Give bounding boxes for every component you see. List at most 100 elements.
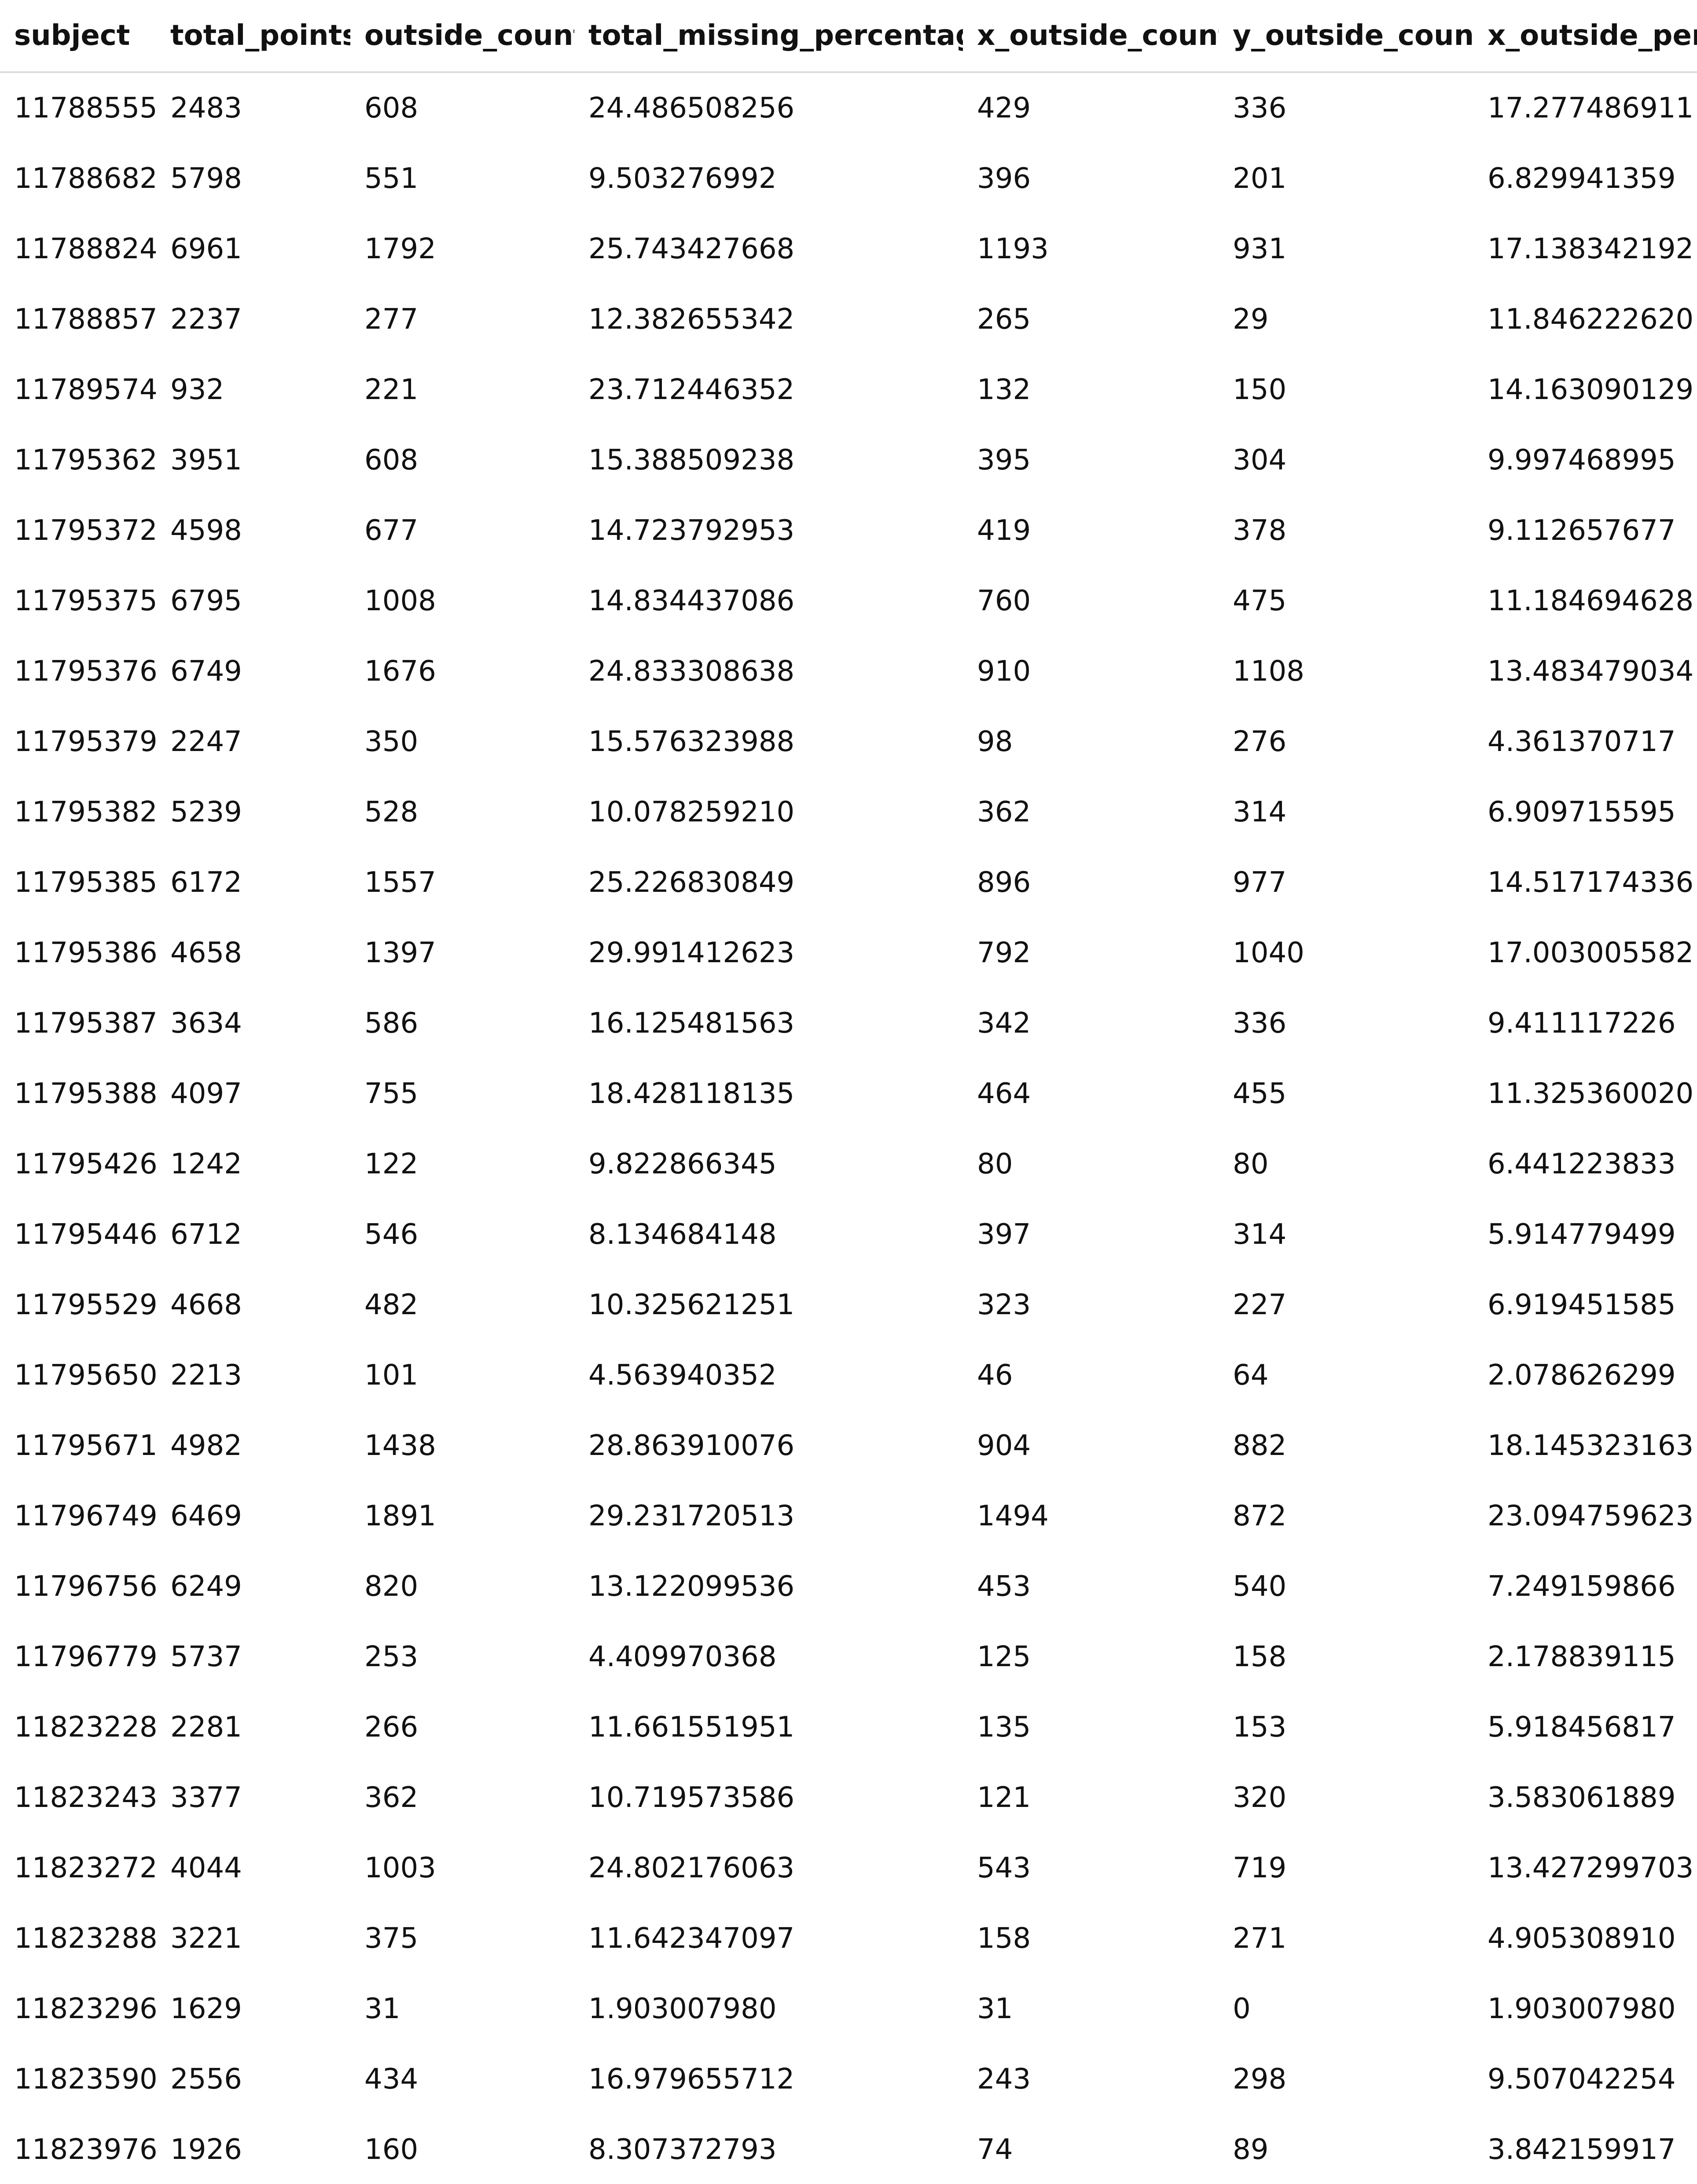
table-cell-subject: 11795385 [14,866,156,899]
table-row[interactable]: 11823590 2556 434 16.979655712 243 298 9.50704… [0,2044,1697,2114]
table-cell-total-missing-percentage: 24.486508256 [588,92,795,125]
table-cell-outside-count: 551 [364,162,419,195]
table-row[interactable]: 11795362 3951 608 15.388509238 395 304 9.99746… [0,425,1697,495]
table-cell-total-missing-percentage: 25.226830849 [588,866,795,899]
table-cell-x-outside-count: 396 [977,162,1031,195]
table-row[interactable]: 11789574 932 221 23.712446352 132 150 14.16309… [0,355,1697,425]
table-cell-y-outside-count: 1040 [1233,937,1304,969]
table-row[interactable]: 11823976 1926 160 8.307372793 74 89 3.84215991… [0,2114,1697,2184]
table-row[interactable]: 11795379 2247 350 15.576323988 98 276 4.361370… [0,707,1697,777]
column-header-y-outside-count[interactable]: y_outside_count [1219,0,1473,73]
table-cell-x-outside-count: 1494 [977,1500,1049,1532]
column-header-subject[interactable]: subject [0,0,156,73]
table-cell-y-outside-count: 977 [1233,866,1287,899]
table-row[interactable]: 11823288 3221 375 11.642347097 158 271 4.90530… [0,1903,1697,1974]
table-cell-outside-count: 1003 [364,1852,436,1884]
table-cell-total-points: 4982 [170,1429,242,1462]
table-cell-total-points: 3377 [170,1781,242,1814]
table-cell-outside-count: 266 [364,1711,419,1744]
table-cell-subject: 11795386 [14,937,156,969]
table-cell-outside-count: 101 [364,1359,419,1392]
table-cell-total-points: 4658 [170,937,242,969]
table-cell-y-outside-count: 336 [1233,92,1287,125]
table-cell-x-outside-perc: 4.361370717 [1488,726,1676,758]
table-row[interactable]: 11795446 6712 546 8.134684148 397 314 5.914779… [0,1199,1697,1270]
table-row[interactable]: 11823243 3377 362 10.719573586 121 320 3.58306… [0,1763,1697,1833]
table-row[interactable]: 11823228 2281 266 11.661551951 135 153 5.91845… [0,1692,1697,1763]
table-cell-y-outside-count: 64 [1233,1359,1269,1392]
table-row[interactable]: 11788824 6961 1792 25.743427668 1193 931 17.13… [0,214,1697,284]
table-cell-y-outside-count: 153 [1233,1711,1287,1744]
table-cell-x-outside-perc: 5.918456817 [1488,1711,1676,1744]
table-cell-x-outside-perc: 13.427299703 [1488,1852,1694,1884]
table-cell-x-outside-perc: 2.078626299 [1488,1359,1676,1392]
table-cell-subject: 11795375 [14,585,156,617]
table-cell-total-missing-percentage: 15.388509238 [588,444,795,476]
table-row[interactable]: 11795386 4658 1397 29.991412623 792 1040 17.00… [0,918,1697,988]
column-header-total-missing-percentage[interactable]: total_missing_percentage [574,0,963,73]
table-row[interactable]: 11795375 6795 1008 14.834437086 760 475 11.184… [0,566,1697,636]
table-row[interactable]: 11795650 2213 101 4.563940352 46 64 2.07862629… [0,1340,1697,1411]
table-cell-x-outside-perc: 6.919451585 [1488,1289,1676,1321]
table-row[interactable]: 11795529 4668 482 10.325621251 323 227 6.91945… [0,1270,1697,1340]
column-header-x-outside-count[interactable]: x_outside_count [963,0,1219,73]
table-row[interactable]: 11788682 5798 551 9.503276992 396 201 6.829941… [0,143,1697,214]
table-row[interactable]: 11823272 4044 1003 24.802176063 543 719 13.427… [0,1833,1697,1903]
table-row[interactable]: 11795376 6749 1676 24.833308638 910 1108 13.48… [0,636,1697,707]
table-cell-subject: 11823976 [14,2133,156,2166]
table-cell-outside-count: 586 [364,1007,419,1040]
table-row[interactable]: 11795385 6172 1557 25.226830849 896 977 14.517… [0,847,1697,918]
table-cell-total-points: 932 [170,374,224,406]
table-row[interactable]: 11795426 1242 122 9.822866345 80 80 6.44122383… [0,1129,1697,1199]
table-cell-x-outside-perc: 13.483479034 [1488,655,1694,688]
column-header-total-points[interactable]: total_points [156,0,350,73]
table-cell-x-outside-count: 74 [977,2133,1013,2166]
table-cell-x-outside-perc: 18.145323163 [1488,1429,1694,1462]
table-row[interactable]: 11796756 6249 820 13.122099536 453 540 7.24915… [0,1551,1697,1622]
table-cell-outside-count: 375 [364,1922,419,1955]
table-cell-subject: 11823288 [14,1922,156,1955]
column-header-x-outside-perc[interactable]: x_outside_perc [1473,0,1697,73]
table-cell-subject: 11788824 [14,233,156,265]
table-row[interactable]: 11795382 5239 528 10.078259210 362 314 6.90971… [0,777,1697,847]
table-row[interactable]: 11795388 4097 755 18.428118135 464 455 11.3253… [0,1059,1697,1129]
table-cell-total-missing-percentage: 13.122099536 [588,1570,795,1603]
table-row[interactable]: 11795372 4598 677 14.723792953 419 378 9.11265… [0,495,1697,566]
table-cell-x-outside-perc: 9.411117226 [1488,1007,1676,1040]
table-cell-subject: 11795446 [14,1218,156,1251]
table-cell-total-missing-percentage: 29.231720513 [588,1500,795,1532]
table-cell-subject: 11823272 [14,1852,156,1884]
column-header-outside-count[interactable]: outside_count [350,0,574,73]
table-cell-total-points: 6712 [170,1218,242,1251]
table-cell-x-outside-count: 760 [977,585,1031,617]
table-row[interactable]: 11795387 3634 586 16.125481563 342 336 9.41111… [0,988,1697,1059]
table-cell-x-outside-count: 265 [977,303,1031,336]
table-cell-total-missing-percentage: 1.903007980 [588,1993,777,2025]
table-cell-total-points: 6749 [170,655,242,688]
table-cell-x-outside-count: 910 [977,655,1031,688]
table-cell-total-missing-percentage: 16.979655712 [588,2063,795,2096]
table-cell-total-missing-percentage: 12.382655342 [588,303,795,336]
table-cell-total-missing-percentage: 10.719573586 [588,1781,795,1814]
table-cell-y-outside-count: 0 [1233,1993,1251,2025]
table-cell-x-outside-count: 132 [977,374,1031,406]
table-cell-subject: 11795379 [14,726,156,758]
table-row[interactable]: 11788857 2237 277 12.382655342 265 29 11.84622… [0,284,1697,355]
table-cell-outside-count: 608 [364,444,419,476]
table-cell-subject: 11795362 [14,444,156,476]
table-row[interactable]: 11788555 2483 608 24.486508256 429 336 17.2774… [0,72,1697,143]
header-row: subject total_points outside_count total_mi… [0,0,1697,73]
table-row[interactable]: 11823296 1629 31 1.903007980 31 0 1.903007980 [0,1974,1697,2044]
table-row[interactable]: 11796779 5737 253 4.409970368 125 158 2.178839… [0,1622,1697,1692]
table-cell-outside-count: 31 [364,1993,400,2025]
table-cell-outside-count: 122 [364,1148,419,1180]
table-cell-subject: 11823243 [14,1781,156,1814]
table-cell-y-outside-count: 336 [1233,1007,1287,1040]
table-cell-total-missing-percentage: 29.991412623 [588,937,795,969]
table-cell-y-outside-count: 227 [1233,1289,1287,1321]
table-cell-x-outside-count: 453 [977,1570,1031,1603]
table-row[interactable]: 11796749 6469 1891 29.231720513 1494 872 23.09… [0,1481,1697,1551]
table-row[interactable]: 11795671 4982 1438 28.863910076 904 882 18.145… [0,1411,1697,1481]
table-header: subject total_points outside_count total_mi… [0,0,1697,73]
